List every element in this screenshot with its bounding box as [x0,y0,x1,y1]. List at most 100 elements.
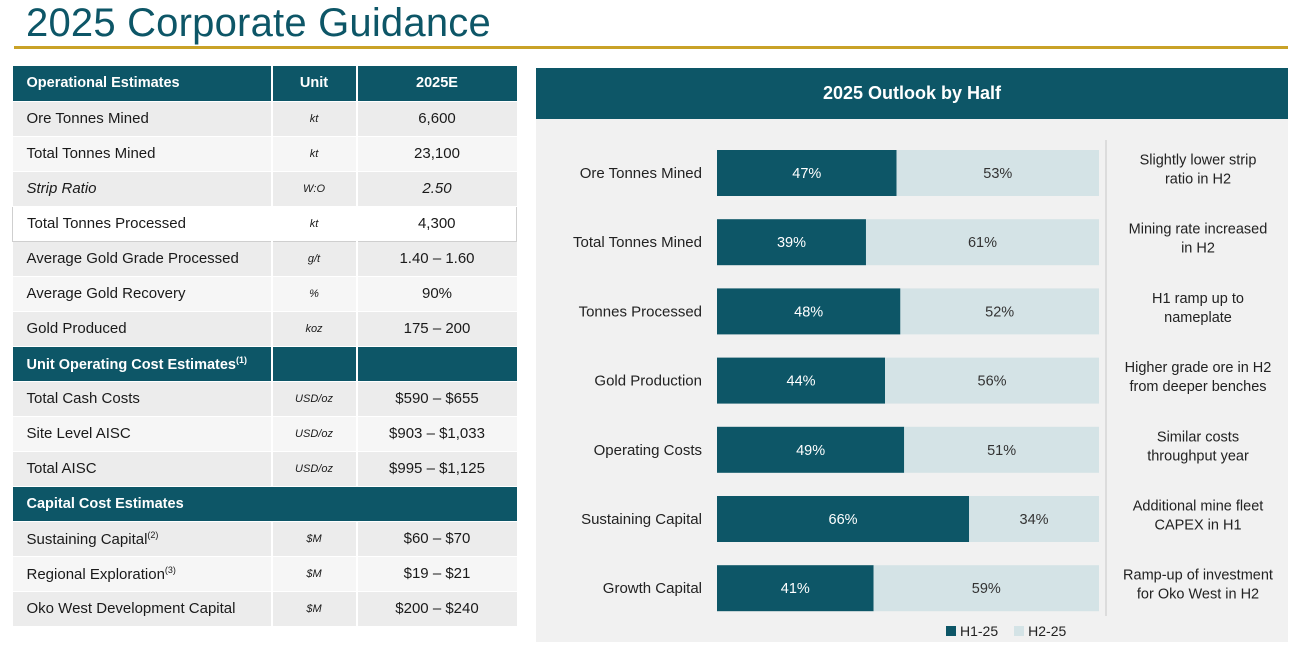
comment-text: Additional mine fleet [1133,499,1264,515]
data-label-h2: 51% [987,443,1016,459]
row-value: $19 – $21 [355,556,517,592]
comment-text: Similar costs [1157,429,1239,445]
row-unit: $M [270,591,357,627]
chart-legend: H1-25 H2-25 [946,623,1066,639]
row-label: Average Gold Grade Processed [12,241,272,277]
row-value: 175 – 200 [355,311,517,347]
table-row: Sustaining Capital(2) $M $60 – $70 [12,521,517,557]
header-blank [270,346,357,382]
row-value: $590 – $655 [355,381,517,417]
footnote-marker: (2) [147,529,159,540]
table-row: Total Tonnes Processed kt 4,300 [12,205,517,242]
table-row: Oko West Development Capital $M $200 – $… [12,591,517,627]
row-value: 23,100 [355,136,517,172]
legend-label-h1: H1-25 [960,623,999,639]
comment-text: from deeper benches [1129,379,1266,395]
bar-h2 [896,150,1099,196]
legend-item-h2: H2-25 [1014,623,1066,639]
header-operational-estimates: Operational Estimates [12,66,272,102]
table-row: Average Gold Recovery % 90% [12,276,517,312]
bar-h1 [717,426,905,473]
comment-text: Mining rate increased [1129,222,1268,238]
bar-h2 [865,219,1099,266]
row-label: Gold Produced [12,311,272,347]
header-unit: Unit [270,66,357,102]
comment-text: ratio in H2 [1165,172,1231,188]
table-row: Ore Tonnes Mined kt 6,600 [12,101,517,137]
bar-h2 [885,357,1099,404]
row-label-text: Sustaining Capital [26,530,148,548]
row-unit: kt [270,136,357,172]
comment-text: H1 ramp up to [1152,291,1244,307]
row-unit: $M [270,521,357,557]
row-label-text: Regional Exploration [26,565,165,583]
data-label-h2: 61% [968,235,997,251]
row-unit: g/t [270,241,357,277]
data-label-h1: 47% [792,166,821,182]
row-value: 6,600 [355,101,517,137]
bar-h1 [717,288,901,335]
row-value: $200 – $240 [355,591,517,627]
row-unit: koz [270,311,357,347]
row-label: Strip Ratio [12,171,272,207]
comment-text: Ramp-up of investment [1123,568,1273,584]
bar-h1 [717,357,886,404]
legend-label-h2: H2-25 [1028,623,1067,639]
table-row: Total Tonnes Mined kt 23,100 [12,136,517,172]
comment-text: for Oko West in H2 [1137,587,1259,603]
outlook-chart-panel: Ore Tonnes Mined 47% 53% Slightly lower str… [536,68,1288,642]
row-label: Regional Exploration(3) [12,556,272,592]
row-label: Ore Tonnes Mined [12,101,272,137]
header-2025e: 2025E [355,66,517,102]
guidance-table: Operational Estimates Unit 2025E Ore Ton… [12,66,517,627]
bar-h2 [873,565,1099,612]
row-label: Average Gold Recovery [12,276,272,312]
bar-h1 [717,219,866,266]
table-row: Site Level AISC USD/oz $903 – $1,033 [12,416,517,452]
header-unit-cost-label: Unit Operating Cost Estimates [26,356,236,373]
table-row: Average Gold Grade Processed g/t 1.40 – … [12,241,517,277]
table-row: Total Cash Costs USD/oz $590 – $655 [12,381,517,417]
row-value: 1.40 – 1.60 [355,241,517,277]
comment-text: Slightly lower strip [1140,153,1257,169]
row-unit: USD/oz [270,451,357,487]
table-header-unit-cost: Unit Operating Cost Estimates(1) [12,346,517,382]
comment-text: CAPEX in H1 [1154,518,1241,534]
row-value: $60 – $70 [355,521,517,557]
chart-title: 2025 Outlook by Half [536,68,1288,119]
bar-h1 [717,150,897,196]
table-row: Total AISC USD/oz $995 – $1,125 [12,451,517,487]
header-blank [355,346,517,382]
outlook-bar-chart: Ore Tonnes Mined 47% 53% Slightly lower str… [573,140,1273,616]
row-value: 90% [355,276,517,312]
footnote-marker: (1) [235,354,247,365]
row-unit: kt [270,101,357,137]
category-label: Growth Capital [603,580,702,597]
row-label: Oko West Development Capital [12,591,272,627]
header-unit-cost-estimates: Unit Operating Cost Estimates(1) [12,346,272,382]
data-label-h1: 39% [777,235,806,251]
comment-text: in H2 [1181,241,1215,257]
category-label: Operating Costs [594,442,702,459]
legend-swatch-h2 [1014,626,1025,636]
bar-h2 [904,426,1099,473]
row-unit: % [270,276,357,312]
table-header-operational: Operational Estimates Unit 2025E [12,66,517,102]
bar-h2 [969,496,1099,542]
data-label-h1: 41% [781,581,810,597]
data-label-h2: 34% [1020,512,1049,528]
row-unit: USD/oz [270,381,357,417]
data-label-h1: 44% [787,374,816,390]
row-unit: kt [270,205,357,242]
row-label: Total Tonnes Processed [12,205,272,242]
table-row: Regional Exploration(3) $M $19 – $21 [12,556,517,592]
row-value: $995 – $1,125 [355,451,517,487]
bar-h1 [717,565,874,612]
row-unit: USD/oz [270,416,357,452]
category-label: Gold Production [594,373,702,390]
bar-h2 [900,288,1099,335]
table-row: Strip Ratio W:O 2.50 [12,171,517,207]
data-label-h2: 52% [985,304,1014,320]
table-header-capital: Capital Cost Estimates [12,486,517,522]
data-label-h2: 56% [978,374,1007,390]
